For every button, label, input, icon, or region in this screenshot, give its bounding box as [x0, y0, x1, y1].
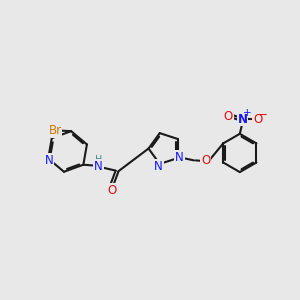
Text: H: H: [95, 155, 102, 165]
Text: N: N: [94, 160, 103, 173]
Text: Br: Br: [48, 124, 62, 137]
Text: O: O: [201, 154, 210, 167]
Text: N: N: [238, 112, 248, 126]
Text: +: +: [243, 108, 251, 118]
Text: N: N: [44, 154, 53, 167]
Text: N: N: [175, 151, 184, 164]
Text: O: O: [224, 110, 233, 123]
Text: N: N: [154, 160, 163, 173]
Text: −: −: [258, 108, 268, 121]
Text: O: O: [107, 184, 116, 196]
Text: O: O: [254, 112, 263, 126]
